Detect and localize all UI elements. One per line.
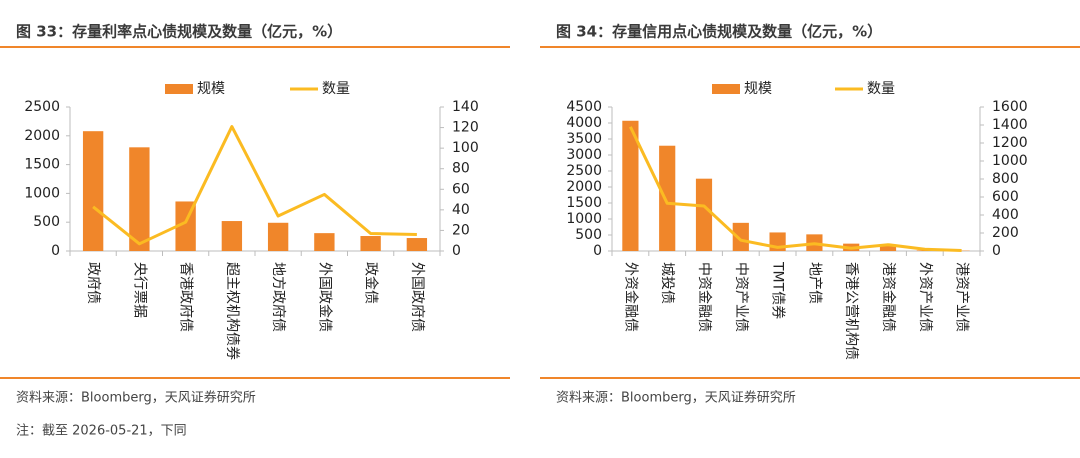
chart-title: 图 33：存量利率点心债规模及数量（亿元，%） [16, 23, 342, 41]
y-tick-label: 1500 [24, 157, 60, 173]
y2-tick-label: 800 [992, 171, 1019, 187]
bar [222, 221, 242, 251]
x-tick-label: 外国政金债 [316, 262, 332, 332]
bar [314, 233, 334, 251]
bar [360, 236, 380, 251]
x-tick-label: 港资产业债 [954, 262, 970, 332]
y2-tick-label: 1000 [992, 153, 1028, 169]
x-tick-label: 地产债 [806, 262, 822, 304]
y-tick-label: 1500 [566, 195, 602, 211]
y-tick-label: 4500 [566, 99, 602, 115]
legend-label: 数量 [867, 81, 895, 97]
x-tick-label: 城投债 [659, 262, 675, 304]
y2-tick-label: 80 [452, 161, 470, 177]
y-tick-label: 2000 [24, 128, 60, 144]
x-tick-label: 中资金融债 [696, 262, 712, 332]
source: 资料来源：Bloomberg，天风证券研究所 [16, 390, 256, 406]
bar [407, 238, 427, 251]
chart-title: 图 34：存量信用点心债规模及数量（亿元，%） [556, 23, 882, 41]
x-tick-label: 外国政府债 [409, 262, 425, 332]
x-tick-label: 外资金融债 [622, 262, 638, 332]
y2-tick-label: 0 [452, 243, 461, 259]
y-tick-label: 0 [51, 243, 60, 259]
line [630, 127, 961, 251]
source: 资料来源：Bloomberg，天风证券研究所 [556, 390, 796, 406]
legend-label: 规模 [744, 81, 772, 97]
x-tick-label: TMT债券 [770, 261, 786, 319]
x-tick-label: 央行票据 [131, 262, 147, 318]
y-tick-label: 0 [593, 243, 602, 259]
bar [83, 131, 103, 251]
y-tick-label: 2500 [566, 163, 602, 179]
note: 注：截至 2026-05-21，下同 [16, 424, 187, 439]
legend-label: 规模 [197, 81, 225, 97]
bar [129, 147, 149, 251]
y2-tick-label: 600 [992, 189, 1019, 205]
y-tick-label: 500 [33, 214, 60, 230]
x-tick-label: 外资产业债 [917, 262, 933, 332]
y2-tick-label: 1600 [992, 99, 1028, 115]
x-tick-label: 政金债 [363, 262, 379, 304]
x-tick-label: 香港公营机构债 [843, 262, 859, 360]
x-tick-label: 地方政府债 [270, 262, 286, 332]
y2-tick-label: 100 [452, 140, 479, 156]
y2-tick-label: 20 [452, 222, 470, 238]
legend-swatch [165, 84, 193, 94]
y2-tick-label: 1400 [992, 117, 1028, 133]
x-tick-label: 港资金融债 [880, 262, 896, 332]
x-tick-label: 中资产业债 [733, 262, 749, 332]
legend-swatch [712, 84, 740, 94]
y-tick-label: 4000 [566, 115, 602, 131]
y-tick-label: 500 [575, 227, 602, 243]
y2-tick-label: 60 [452, 181, 470, 197]
y2-tick-label: 400 [992, 207, 1019, 223]
bar [696, 179, 712, 251]
x-tick-label: 政府债 [85, 262, 101, 304]
y-tick-label: 3000 [566, 147, 602, 163]
y-tick-label: 2500 [24, 99, 60, 115]
y2-tick-label: 0 [992, 243, 1001, 259]
y2-tick-label: 1200 [992, 135, 1028, 151]
y2-tick-label: 40 [452, 202, 470, 218]
legend-label: 数量 [322, 81, 350, 97]
y-tick-label: 1000 [566, 211, 602, 227]
x-tick-label: 超主权机构债券 [224, 262, 240, 360]
y2-tick-label: 120 [452, 120, 479, 136]
y2-tick-label: 140 [452, 99, 479, 115]
y-tick-label: 2000 [566, 179, 602, 195]
y2-tick-label: 200 [992, 225, 1019, 241]
bar [268, 223, 288, 251]
y-tick-label: 3500 [566, 131, 602, 147]
x-tick-label: 香港政府债 [178, 262, 194, 332]
bar [659, 146, 675, 251]
y-tick-label: 1000 [24, 185, 60, 201]
